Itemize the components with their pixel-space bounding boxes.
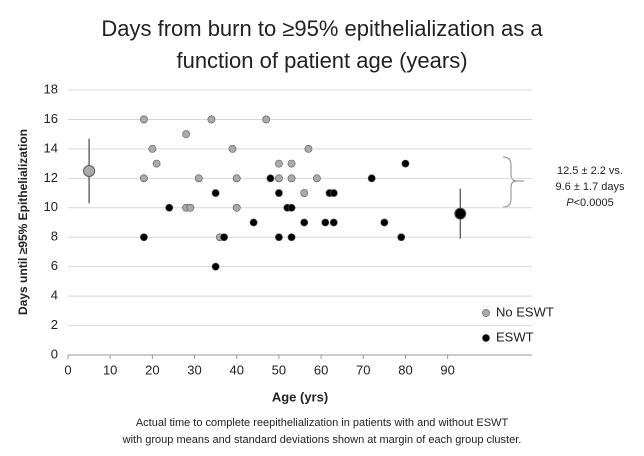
point — [207, 115, 216, 124]
y-tick-label: 12 — [44, 170, 58, 185]
point — [401, 159, 410, 168]
point — [148, 144, 157, 153]
point — [275, 189, 283, 197]
point — [186, 203, 195, 212]
point — [329, 189, 338, 197]
point — [140, 174, 148, 183]
legend-marker — [482, 334, 490, 342]
x-tick-label: 80 — [398, 362, 412, 377]
x-tick-label: 30 — [187, 362, 201, 377]
mean-point — [454, 207, 467, 220]
x-tick-label: 60 — [314, 362, 328, 377]
x-tick-label: 50 — [272, 362, 286, 377]
point — [228, 144, 237, 153]
legend-label: No ESWT — [496, 304, 554, 319]
x-tick-label: 20 — [145, 362, 159, 377]
y-axis-label: Days until ≥95% Epithelialization — [16, 129, 30, 315]
point — [397, 233, 406, 242]
point — [275, 174, 283, 183]
point — [182, 130, 191, 139]
x-tick-label: 10 — [103, 362, 117, 377]
point — [140, 233, 148, 242]
p-text: <0.0005 — [574, 197, 614, 209]
point — [312, 174, 321, 183]
y-tick-label: 8 — [51, 229, 58, 244]
point — [194, 174, 203, 183]
chart-title: Days from burn to ≥95% epithelialization… — [101, 16, 543, 41]
point — [329, 218, 338, 227]
point — [287, 159, 296, 168]
point — [262, 115, 271, 124]
point — [140, 115, 148, 124]
annotation: 12.5 ± 2.2 vs. — [557, 165, 623, 177]
point — [275, 159, 283, 168]
point — [211, 189, 220, 197]
p-symbol: P — [566, 197, 574, 209]
point — [220, 233, 228, 242]
y-tick-label: 10 — [44, 199, 58, 214]
brace — [502, 156, 518, 208]
point — [380, 218, 389, 227]
point — [300, 189, 309, 197]
y-tick-label: 6 — [51, 258, 58, 273]
caption: with group means and standard deviations… — [122, 434, 522, 446]
y-tick-label: 14 — [44, 140, 58, 155]
legend-label: ESWT — [496, 329, 534, 344]
point — [275, 233, 283, 242]
point — [304, 144, 313, 153]
x-tick-label: 40 — [229, 362, 243, 377]
point — [287, 174, 296, 183]
annotation: 9.6 ± 1.7 days — [555, 181, 625, 193]
x-tick-label: 90 — [440, 362, 454, 377]
point — [287, 203, 296, 212]
y-tick-label: 2 — [51, 317, 58, 332]
chart-title: function of patient age (years) — [176, 48, 467, 73]
point — [287, 233, 296, 242]
legend-marker — [482, 309, 490, 317]
point — [321, 218, 330, 227]
point — [300, 218, 309, 227]
point — [266, 174, 275, 183]
point — [152, 159, 161, 168]
point — [232, 203, 241, 212]
point — [165, 203, 174, 212]
point — [249, 218, 258, 227]
y-tick-label: 4 — [51, 288, 58, 303]
y-tick-label: 18 — [44, 81, 58, 96]
x-tick-label: 70 — [356, 362, 370, 377]
point — [232, 174, 241, 183]
y-tick-label: 0 — [51, 346, 58, 361]
caption: Actual time to complete reepithelializat… — [136, 417, 509, 429]
p-value: P<0.0005 — [566, 197, 613, 209]
point — [211, 262, 220, 271]
x-tick-label: 0 — [64, 362, 71, 377]
mean-point — [83, 164, 96, 177]
point — [367, 174, 376, 183]
y-tick-label: 16 — [44, 111, 58, 126]
x-axis-label: Age (yrs) — [272, 389, 328, 404]
